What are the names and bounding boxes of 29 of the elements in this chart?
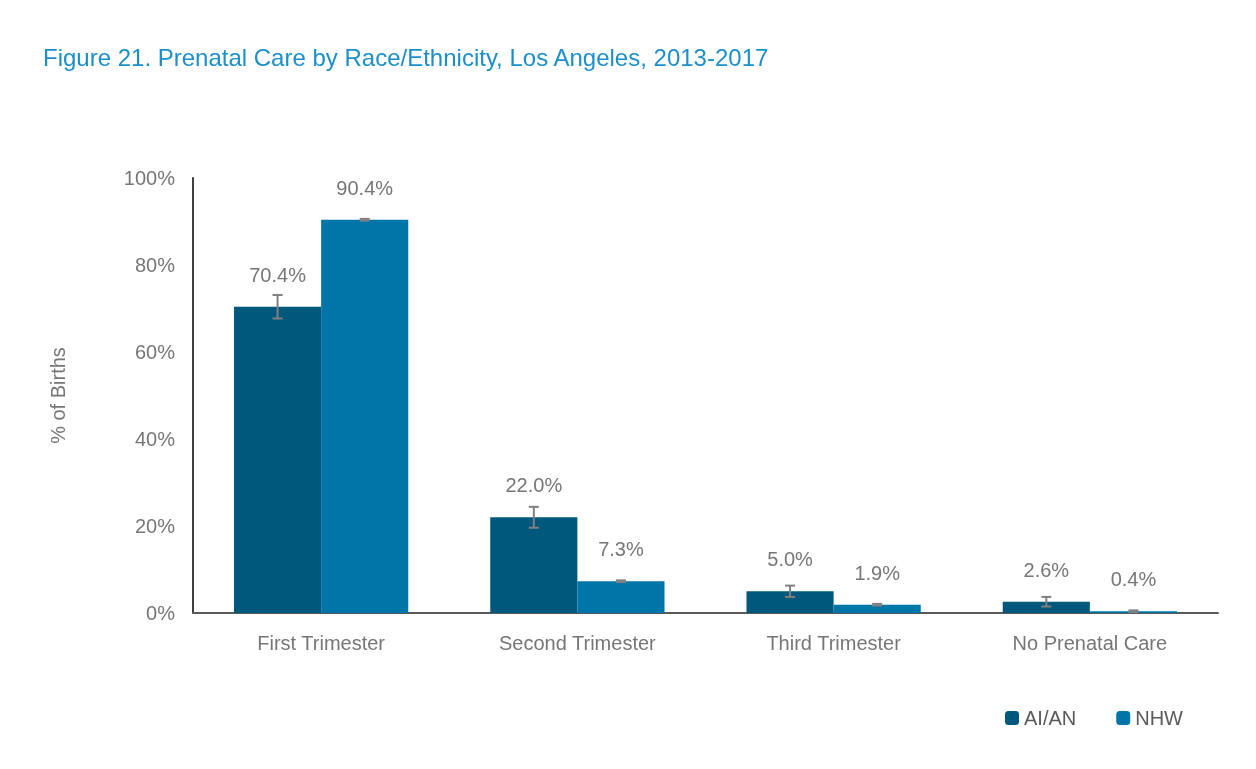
y-tick-label: 20% <box>134 515 176 537</box>
bar <box>1002 601 1090 613</box>
y-axis-title: % of Births <box>47 347 69 444</box>
data-label: 90.4% <box>336 176 394 199</box>
data-label: 22.0% <box>505 474 563 497</box>
data-label: 0.4% <box>1110 568 1157 591</box>
y-tick-label: 40% <box>134 428 176 450</box>
x-tick-label: Third Trimester <box>766 632 902 654</box>
legend-label: NHW <box>1135 707 1184 729</box>
data-label: 2.6% <box>1023 558 1070 581</box>
data-label: 70.4% <box>249 263 307 286</box>
bar <box>234 306 322 613</box>
bar <box>746 591 834 613</box>
data-label: 7.3% <box>598 538 644 561</box>
x-tick-label: No Prenatal Care <box>1012 632 1168 654</box>
data-label: 1.9% <box>854 561 901 584</box>
y-tick-label: 80% <box>134 254 176 276</box>
y-tick-label: 60% <box>134 341 176 363</box>
data-label: 5.0% <box>767 548 814 571</box>
x-tick-label: Second Trimester <box>499 632 657 654</box>
bar <box>833 604 921 613</box>
bar <box>577 581 665 613</box>
y-tick-label: 100% <box>123 167 176 189</box>
bar <box>321 219 409 613</box>
y-tick-label: 0% <box>146 602 176 624</box>
legend-label: AI/AN <box>1024 707 1077 729</box>
bar <box>490 517 578 613</box>
x-tick-label: First Trimester <box>257 632 386 654</box>
chart-title: Figure 21. Prenatal Care by Race/Ethnicity, Los Angeles, 2013-2017 <box>43 43 769 71</box>
